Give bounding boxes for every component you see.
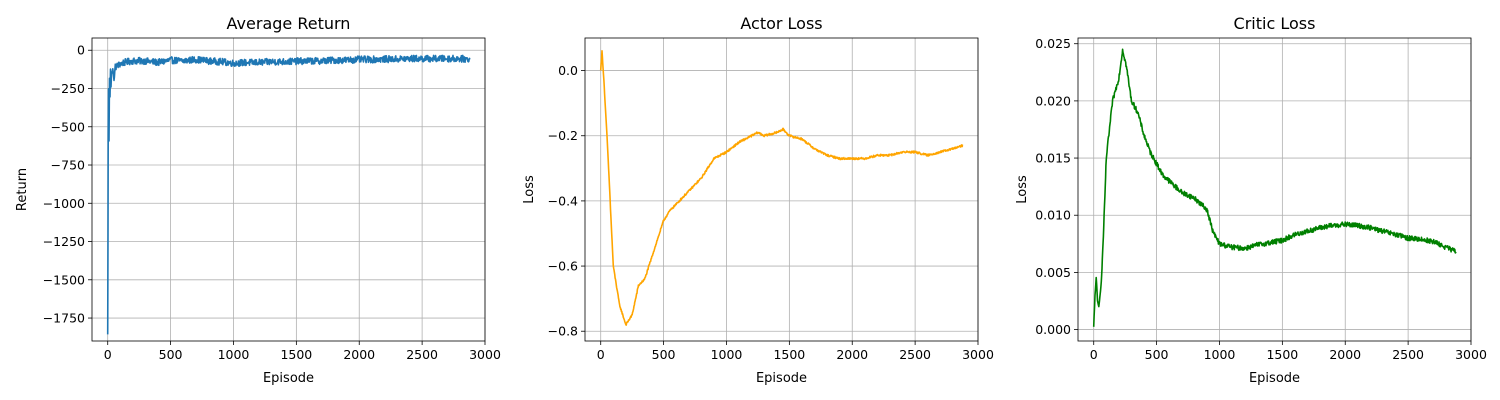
grid-lines	[585, 38, 979, 341]
x-tick-label: 0	[597, 347, 605, 362]
x-tick-label: 1000	[711, 347, 743, 362]
x-tick-label: 3000	[1455, 347, 1487, 362]
y-tick-label: 0	[77, 43, 85, 58]
series-line	[599, 49, 964, 326]
y-axis-label: Loss	[522, 175, 537, 204]
critic-loss-chart: 0 500 1000 1500 2000 2500 3000 0.000 0.005 0.010 0…	[1015, 14, 1487, 386]
x-tick-label: 3000	[469, 347, 501, 362]
tick-layer: 0 500 1000 1500 2000 2500 3000 0.000 0.005 0.010 0…	[1035, 36, 1487, 362]
y-tick-label: 0.020	[1035, 93, 1071, 108]
y-tick-label: −0.8	[548, 324, 578, 339]
series-line	[106, 54, 471, 335]
x-tick-label: 1000	[1204, 347, 1236, 362]
y-axis-label: Loss	[1015, 175, 1030, 204]
x-tick-label: 3000	[962, 347, 994, 362]
x-axis-label: Episode	[1249, 371, 1300, 386]
y-tick-label: 0.005	[1035, 265, 1071, 280]
y-tick-label: −250	[51, 81, 85, 96]
x-tick-label: 1000	[218, 347, 250, 362]
x-axis-label: Episode	[263, 371, 314, 386]
y-tick-label: −0.2	[548, 128, 578, 143]
series-line	[1092, 48, 1457, 327]
axes-frame	[584, 37, 979, 342]
plot-frame	[584, 37, 979, 342]
y-axis-label: Return	[15, 168, 30, 211]
plot-frame	[91, 37, 486, 342]
axes-frame	[91, 37, 486, 342]
tick-layer: 0 500 1000 1500 2000 2500 3000 −0.8 −0.6 −0.4 −0.2…	[548, 63, 994, 362]
y-tick-label: −1000	[43, 196, 85, 211]
y-tick-label: 0.0	[558, 63, 578, 78]
x-tick-label: 1500	[280, 347, 312, 362]
axes-frame	[1077, 37, 1472, 342]
grid-lines	[92, 38, 486, 341]
x-tick-label: 2000	[343, 347, 375, 362]
y-tick-label: −750	[51, 158, 85, 173]
y-tick-label: 0.015	[1035, 151, 1071, 166]
y-tick-label: −500	[51, 119, 85, 134]
series-layer	[1092, 48, 1457, 327]
series-layer	[599, 49, 964, 326]
tick-layer: 0 500 1000 1500 2000 2500 3000 −1750 −1500 −1250 −…	[43, 43, 501, 362]
y-tick-label: −1250	[43, 234, 85, 249]
x-tick-label: 500	[1145, 347, 1169, 362]
x-tick-label: 500	[652, 347, 676, 362]
series-layer	[106, 54, 471, 335]
actor-loss-chart: 0 500 1000 1500 2000 2500 3000 −0.8 −0.6 −0.4 −0.2…	[522, 14, 994, 386]
plot-frame	[1077, 37, 1472, 342]
y-tick-label: −1750	[43, 311, 85, 326]
x-tick-label: 2000	[1329, 347, 1361, 362]
chart-title: Critic Loss	[1234, 14, 1316, 33]
x-tick-label: 500	[159, 347, 183, 362]
x-tick-label: 1500	[1266, 347, 1298, 362]
x-tick-label: 0	[1090, 347, 1098, 362]
y-tick-label: −0.6	[548, 259, 578, 274]
y-tick-label: 0.025	[1035, 36, 1071, 51]
x-tick-label: 2500	[899, 347, 931, 362]
y-tick-label: −1500	[43, 272, 85, 287]
chart-title: Average Return	[227, 14, 351, 33]
y-tick-label: −0.4	[548, 193, 578, 208]
x-tick-label: 2500	[1392, 347, 1424, 362]
y-tick-label: 0.010	[1035, 208, 1071, 223]
x-tick-label: 2500	[406, 347, 438, 362]
average-return-chart: 0 500 1000 1500 2000 2500 3000 −1750 −1500 −1250 −…	[15, 14, 501, 386]
x-tick-label: 2000	[836, 347, 868, 362]
chart-title: Actor Loss	[740, 14, 822, 33]
x-tick-label: 1500	[773, 347, 805, 362]
x-tick-label: 0	[104, 347, 112, 362]
y-tick-label: 0.000	[1035, 322, 1071, 337]
x-axis-label: Episode	[756, 371, 807, 386]
